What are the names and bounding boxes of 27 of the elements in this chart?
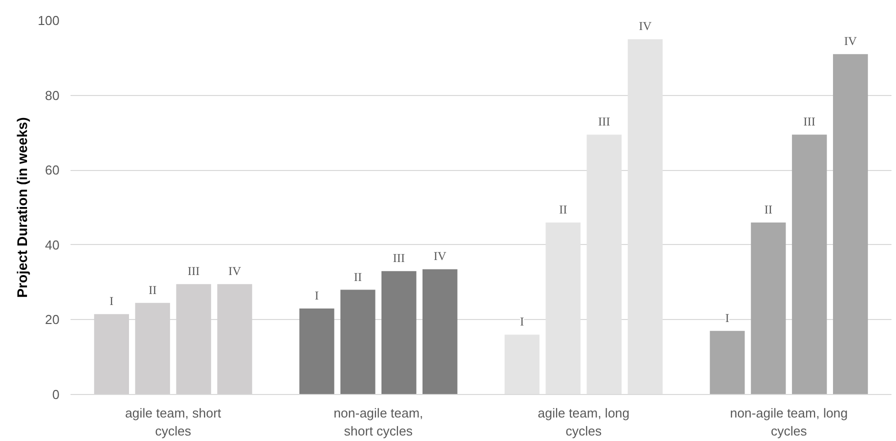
text: III <box>392 251 405 266</box>
x-tick-label: agile team, long cycles <box>538 406 630 438</box>
y-tick-label: 40 <box>45 237 60 252</box>
y-axis-title: Project Duration (in weeks) <box>14 117 30 298</box>
series-label: II <box>148 282 157 297</box>
text: IV <box>434 249 446 264</box>
text: II <box>559 202 568 216</box>
text: IV <box>638 19 652 34</box>
y-tick-label: 100 <box>38 13 60 28</box>
text: I <box>314 288 319 302</box>
text: I <box>520 314 524 329</box>
series-label: III <box>188 264 200 278</box>
text: I <box>725 310 730 325</box>
x-tick-label: non-agile team, long cycles <box>730 406 848 438</box>
text: III <box>803 114 816 129</box>
y-tick-label: 80 <box>45 88 60 103</box>
y-tick-label: 0 <box>52 387 60 402</box>
text: II <box>764 202 772 216</box>
text: II <box>354 270 362 284</box>
series-label: IV <box>228 264 242 278</box>
x-tick-label: non-agile team, short cycles <box>334 406 424 438</box>
text: III <box>598 114 610 129</box>
series-label: I <box>110 294 114 308</box>
x-tick-label: agile team, short cycles <box>125 406 222 438</box>
y-tick-label: 20 <box>45 312 60 328</box>
text: IV <box>844 34 857 48</box>
y-tick-label: 60 <box>45 162 60 178</box>
